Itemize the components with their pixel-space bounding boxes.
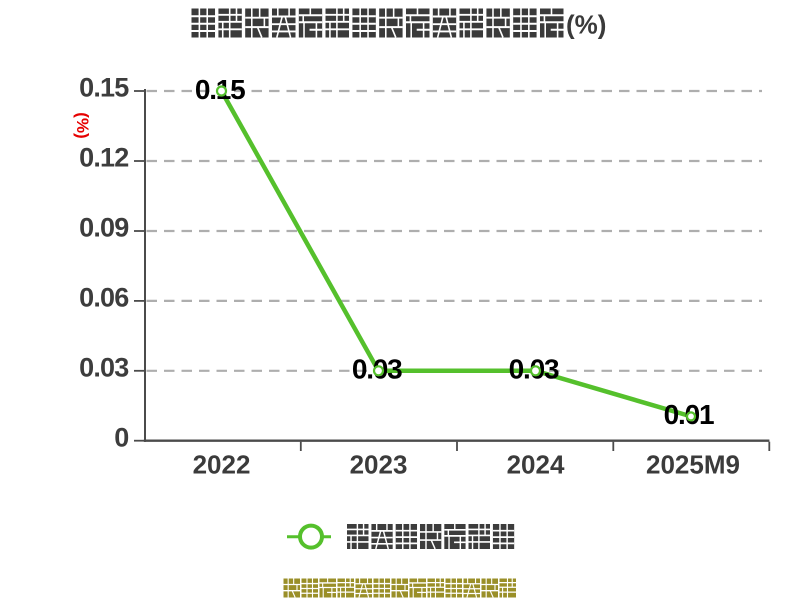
svg-text:(%): (%)	[566, 10, 606, 40]
svg-text:0.06: 0.06	[79, 283, 129, 313]
svg-text:(%): (%)	[73, 112, 92, 138]
svg-text:0.03: 0.03	[79, 352, 129, 382]
svg-text:2025M9: 2025M9	[646, 450, 740, 480]
svg-text:2023: 2023	[350, 450, 408, 480]
svg-text:0.12: 0.12	[79, 143, 128, 173]
svg-text:0: 0	[114, 422, 128, 452]
svg-text:0.15: 0.15	[79, 73, 129, 103]
svg-text:2022: 2022	[193, 450, 251, 480]
svg-text:0.09: 0.09	[79, 213, 129, 243]
svg-text:2024: 2024	[507, 450, 565, 480]
